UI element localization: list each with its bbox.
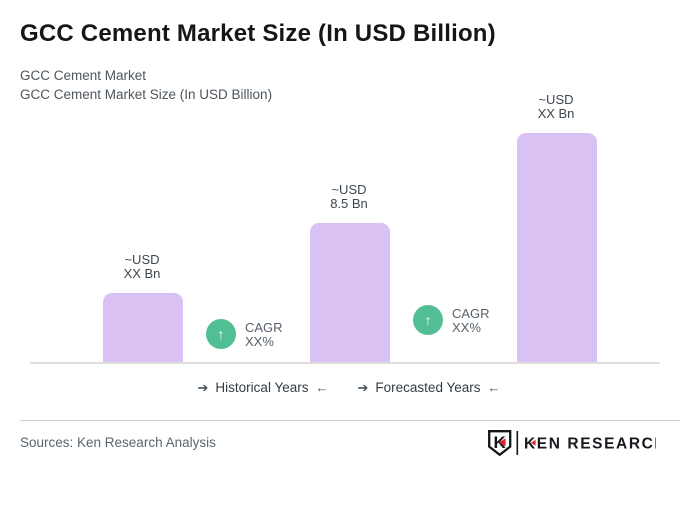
cagr-label: CAGR XX% bbox=[245, 321, 283, 349]
bar-historical-start bbox=[103, 293, 183, 362]
logo-separator bbox=[516, 431, 519, 455]
period-label-text: Historical Years bbox=[215, 380, 309, 395]
bar-value-line1: ~USD bbox=[124, 252, 160, 267]
cagr-label: CAGR XX% bbox=[452, 307, 490, 335]
bar-value-line2: XX Bn bbox=[537, 106, 575, 121]
ken-research-logo: K KEN RESEARCH bbox=[488, 430, 656, 457]
period-label-forecasted: ➔ Forecasted Years ← bbox=[358, 380, 501, 396]
cagr-label-line1: CAGR bbox=[452, 306, 490, 321]
period-label-text: Forecasted Years bbox=[375, 380, 481, 395]
up-arrow-icon: ↑ bbox=[217, 326, 225, 342]
page-title: GCC Cement Market Size (In USD Billion) bbox=[20, 20, 496, 47]
logo-red-arrow-icon bbox=[498, 438, 506, 447]
bar-value-line2: 8.5 Bn bbox=[330, 196, 368, 211]
sources-text: Sources: Ken Research Analysis bbox=[20, 435, 216, 450]
cagr-badge: ↑ bbox=[413, 305, 443, 335]
cagr-label-line2: XX% bbox=[452, 320, 481, 335]
logo-shield-icon: K bbox=[488, 430, 512, 457]
cagr-badge: ↑ bbox=[206, 319, 236, 349]
bar-historical-end bbox=[310, 223, 390, 362]
footer-divider bbox=[20, 420, 680, 421]
bar-value-label: ~USD XX Bn bbox=[82, 253, 202, 281]
logo-wordmark: KEN RESEARCH bbox=[524, 436, 656, 453]
up-arrow-icon: ↑ bbox=[424, 312, 432, 328]
bar-forecast bbox=[517, 133, 597, 362]
bar-value-line1: ~USD bbox=[331, 182, 367, 197]
left-arrow-icon: ← bbox=[315, 380, 329, 395]
period-label-historical: ➔ Historical Years ← bbox=[198, 380, 329, 396]
cagr-label-line2: XX% bbox=[245, 334, 274, 349]
bar-value-label: ~USD 8.5 Bn bbox=[289, 183, 409, 211]
left-arrow-icon: ← bbox=[487, 380, 501, 395]
bar-value-line1: ~USD bbox=[538, 92, 574, 107]
x-axis-line bbox=[30, 362, 660, 364]
right-arrow-icon: ➔ bbox=[197, 380, 209, 395]
cagr-label-line1: CAGR bbox=[245, 320, 283, 335]
logo-wordmark-red-arrow-icon bbox=[531, 439, 536, 446]
subtitle: GCC Cement Market GCC Cement Market Size… bbox=[20, 66, 272, 104]
right-arrow-icon: ➔ bbox=[357, 380, 369, 395]
bar-value-label: ~USD XX Bn bbox=[496, 93, 616, 121]
bar-value-line2: XX Bn bbox=[123, 266, 161, 281]
subtitle-line-1: GCC Cement Market bbox=[20, 68, 147, 83]
subtitle-line-2: GCC Cement Market Size (In USD Billion) bbox=[20, 87, 273, 102]
